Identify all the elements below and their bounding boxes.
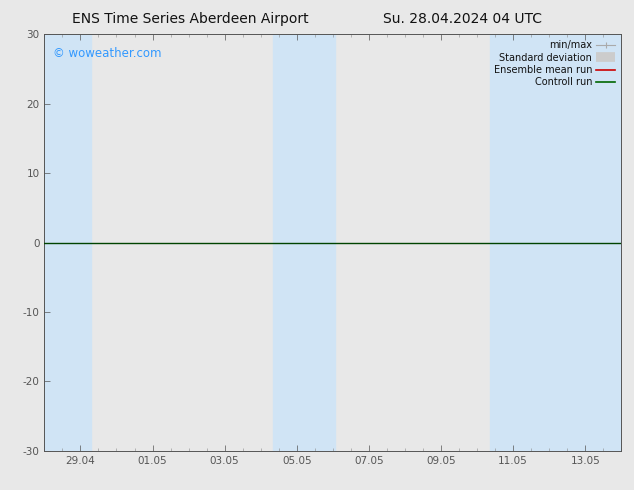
Text: © woweather.com: © woweather.com xyxy=(53,47,162,60)
Text: Su. 28.04.2024 04 UTC: Su. 28.04.2024 04 UTC xyxy=(384,12,542,26)
Bar xyxy=(273,34,335,451)
Bar xyxy=(489,34,625,451)
Text: ENS Time Series Aberdeen Airport: ENS Time Series Aberdeen Airport xyxy=(72,12,309,26)
Bar xyxy=(41,34,91,451)
Legend: min/max, Standard deviation, Ensemble mean run, Controll run: min/max, Standard deviation, Ensemble me… xyxy=(489,36,619,91)
